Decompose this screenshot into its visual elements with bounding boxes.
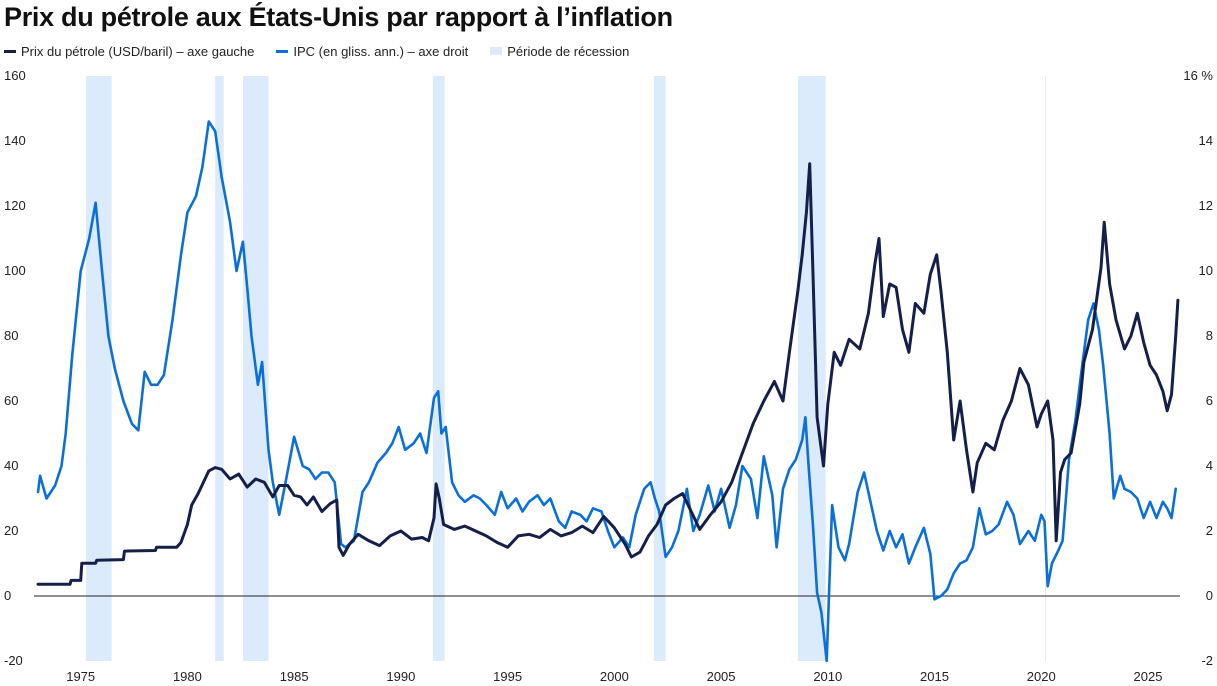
- x-tick-1: 1980: [173, 669, 202, 684]
- chart-title: Prix du pétrole aux États-Unis par rappo…: [4, 2, 673, 32]
- y-left-tick-1: 0: [4, 588, 11, 603]
- x-tick-10: 2025: [1134, 669, 1163, 684]
- y-left-tick-3: 40: [4, 458, 18, 473]
- y-right-tick-1: 0: [1206, 588, 1213, 603]
- y-right-tick-8: 14: [1199, 133, 1213, 148]
- recession-band-0: [86, 76, 112, 661]
- y-left-tick-0: -20: [4, 653, 23, 668]
- x-tick-9: 2020: [1027, 669, 1056, 684]
- recession-band-4: [653, 76, 666, 661]
- legend-swatch-oil: [4, 49, 16, 53]
- legend-item-oil: Prix du pétrole (USD/baril) – axe gauche: [4, 44, 254, 59]
- y-left-tick-8: 140: [4, 133, 26, 148]
- y-left-tick-5: 80: [4, 328, 18, 343]
- legend-label-cpi: IPC (en gliss. ann.) – axe droit: [293, 43, 469, 59]
- recession-band-1: [215, 76, 224, 661]
- x-tick-6: 2005: [707, 669, 736, 684]
- recession-band-3: [432, 76, 445, 661]
- y-right-tick-5: 8: [1206, 328, 1213, 343]
- y-left-tick-7: 120: [4, 198, 26, 213]
- legend-label-oil: Prix du pétrole (USD/baril) – axe gauche: [21, 43, 255, 59]
- legend-label-recession: Période de récession: [507, 43, 630, 59]
- x-tick-8: 2015: [920, 669, 949, 684]
- legend-item-cpi: IPC (en gliss. ann.) – axe droit: [276, 44, 468, 59]
- y-right-tick-4: 6: [1206, 393, 1213, 408]
- y-right-tick-7: 12: [1199, 198, 1213, 213]
- legend-swatch-recession: [490, 47, 503, 55]
- y-right-tick-9: 16 %: [1183, 68, 1213, 83]
- y-right-tick-0: -2: [1201, 653, 1213, 668]
- y-left-tick-4: 60: [4, 393, 18, 408]
- y-right-tick-2: 2: [1206, 523, 1213, 538]
- y-right-tick-3: 4: [1206, 458, 1213, 473]
- oil-price-line: [36, 162, 1180, 586]
- cpi-line: [36, 120, 1177, 663]
- x-tick-2: 1985: [280, 669, 309, 684]
- legend-item-recession: Période de récession: [490, 44, 629, 59]
- y-left-tick-9: 160: [4, 68, 26, 83]
- x-tick-7: 2010: [813, 669, 842, 684]
- x-tick-4: 1995: [493, 669, 522, 684]
- y-left-tick-2: 20: [4, 523, 18, 538]
- legend-swatch-cpi: [276, 49, 289, 53]
- y-right-tick-6: 10: [1199, 263, 1213, 278]
- x-tick-0: 1975: [66, 669, 95, 684]
- y-left-tick-6: 100: [4, 263, 26, 278]
- recession-band-5: [797, 76, 826, 661]
- chart-legend: Prix du pétrole (USD/baril) – axe gauche…: [4, 42, 651, 60]
- x-tick-5: 2000: [600, 669, 629, 684]
- x-tick-3: 1990: [386, 669, 415, 684]
